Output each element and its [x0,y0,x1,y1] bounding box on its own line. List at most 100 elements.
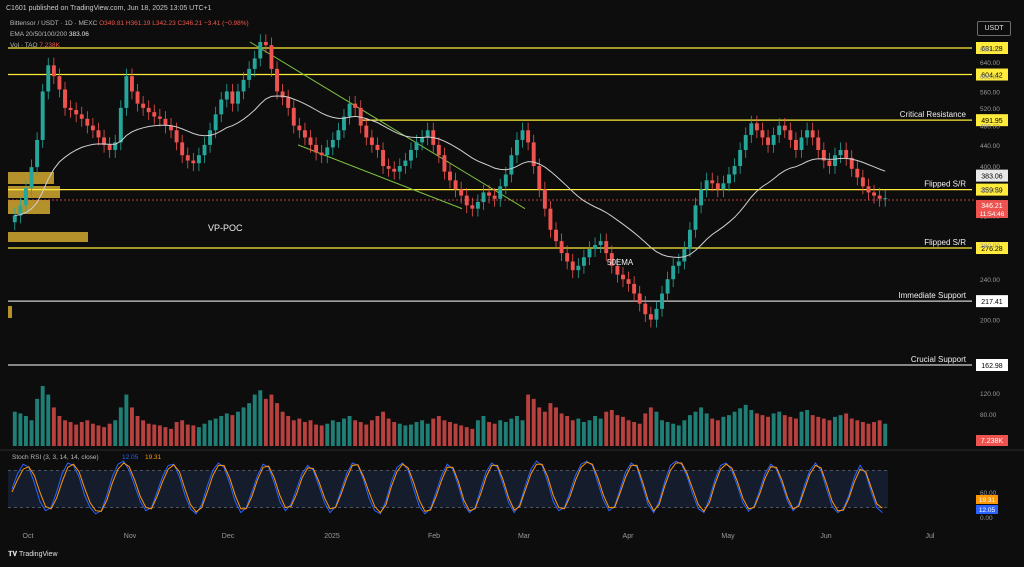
level-name: Critical Resistance [900,110,967,119]
volume-bar [498,420,503,446]
candle-body [314,144,319,153]
candle-body [319,152,324,156]
time-tick-label: Apr [623,533,635,540]
candle-body [247,68,252,80]
volume-bar [96,425,101,446]
level-name: Crucial Support [911,355,967,364]
candle-body [96,130,101,138]
candle-body [325,147,330,156]
volume-bar [676,425,681,446]
volume-bar [392,422,397,446]
volume-bar [621,416,625,446]
volume-bar [615,415,620,446]
volume-bar [74,424,79,446]
candle-body [258,41,263,59]
tradingview-logo[interactable]: 𝐓𝐕 TradingView [8,551,58,559]
stoch-rsi-pane: Stoch RSI (3, 3, 14, 14, close) 12.05 19.3… [0,449,1024,515]
volume-profile-bar [8,186,60,198]
volume-bar [503,422,508,446]
volume-bar [29,420,34,446]
volume-bar [448,422,452,446]
volume-bar [793,418,798,446]
volume-bar [643,413,648,446]
tradingview-icon: 𝐓𝐕 [8,551,18,558]
candle-body [118,107,123,143]
volume-bar [202,423,207,446]
candle-body [252,58,257,69]
volume-bar [269,394,274,446]
ema-legend[interactable]: EMA 20/50/100/200 383.06 [10,31,89,38]
volume-bar [336,422,341,446]
volume-bar [185,424,190,446]
level-price-badge [976,183,1008,196]
volume-bar [353,420,358,446]
volume-bar [693,411,698,446]
currency-selector[interactable]: USDT [977,21,1011,36]
symbol-name[interactable]: Bittensor / USDT · 1D · MEXC [10,20,98,27]
price-tick-label: 440.00 [980,143,1000,150]
candle-body [872,192,877,196]
volume-bar [436,416,441,446]
stoch-tick-label: 60.00 [980,490,997,497]
volume-bar [665,422,670,446]
price-tick-label: 200.00 [980,318,1000,325]
candle-body [810,130,815,138]
volume-bar [492,423,497,446]
price-tick-label: 680.00 [980,46,1000,53]
ema-50-line [14,95,886,259]
vp-poc-label: VP-POC [208,223,243,233]
candle-body [860,177,865,187]
volume-bar [213,418,218,446]
candle-body [676,261,681,266]
candle-body [57,76,62,90]
time-tick-label: Dec [222,533,235,540]
volume-bar [743,404,748,446]
candle-body [191,160,196,164]
candle-body [263,41,268,46]
volume-bar [833,416,837,446]
volume-bar [576,418,581,446]
candle-body [470,205,475,209]
volume-bar [241,407,246,446]
time-tick-label: Nov [124,533,137,540]
volume-bar [107,423,112,446]
candle-body [727,174,731,184]
candle-body [297,125,302,131]
candle-body [442,155,447,172]
candle-body [766,137,770,145]
volume-bar [18,413,23,446]
candle-body [107,144,112,150]
price-axis: 681.28 604.42 491.95 359.59 276.28 217.41 162.… [976,42,1008,522]
volume-bar [816,416,821,446]
time-tick-label: Jun [820,533,831,540]
ema-price-label: 383.06 [981,174,1003,181]
candle-body [29,167,34,189]
volume-bar [470,428,475,446]
candle-body [208,130,213,145]
last-price-label: 346.21 [981,203,1003,210]
candle-body [805,130,810,138]
candle-body [113,142,118,150]
volume-bar [12,411,17,446]
volume-bar [425,423,430,446]
volume-bars [12,386,888,446]
candle-body [23,188,28,206]
candle-body [40,91,45,140]
volume-bar [604,411,609,446]
volume-bar [715,420,720,446]
volume-bar [565,416,570,446]
volume-bar [420,420,425,446]
candle-body [777,125,782,136]
volume-bar [738,408,743,446]
volume-legend[interactable]: Vol · TAO 7.238K [10,42,60,49]
candle-body [576,265,581,271]
candle-body [833,155,837,167]
stoch-k-badge-label: 12.05 [979,507,996,514]
volume-bar [687,415,692,446]
level-price-label: 604.42 [981,73,1003,80]
level-name: Immediate Support [898,291,966,300]
candle-body [654,308,659,320]
candle-body [386,166,391,169]
price-tick-label: 280.00 [980,243,1000,250]
